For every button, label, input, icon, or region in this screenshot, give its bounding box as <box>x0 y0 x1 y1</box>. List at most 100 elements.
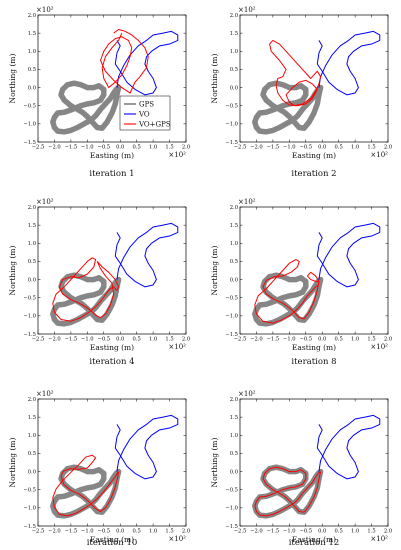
x-tick-label: 1.5 <box>367 337 375 343</box>
y-tick-label: 0.5 <box>28 67 36 73</box>
x-tick-label: −2.0 <box>250 145 263 151</box>
y-tick-label: 1.5 <box>230 31 238 37</box>
x-axis-label: Easting (m) <box>292 535 336 544</box>
series-vo-gps <box>52 454 120 517</box>
x-tick-label: −1.0 <box>81 337 94 343</box>
x-tick-label: 0.5 <box>133 337 141 343</box>
x-tick-label: 1.0 <box>351 529 359 535</box>
panel-5: −2.5 −2.0 −1.5 −1.0 −0.5 0.0 0.5 1.0 1.5 2.0−1.5−… <box>8 390 190 548</box>
x-tick-label: 1.0 <box>351 145 359 151</box>
y-tick-label: 0.0 <box>230 85 238 91</box>
x-tick-label: 1.5 <box>165 529 173 535</box>
x-tick-label: −1.0 <box>81 529 94 535</box>
x-tick-label: −0.5 <box>299 337 312 343</box>
y-tick-label: 1.5 <box>28 415 36 421</box>
x-tick-label: 1.5 <box>367 529 375 535</box>
panel-6: −2.5 −2.0 −1.5 −1.0 −0.5 0.0 0.5 1.0 1.5 2.0−1.5−… <box>210 390 392 548</box>
x-tick-label: 1.0 <box>149 145 157 151</box>
y-tick-label: −0.5 <box>23 296 36 302</box>
x-tick-label: −1.5 <box>65 529 78 535</box>
x-tick-label: 2.0 <box>182 337 190 343</box>
y-tick-label: 1.0 <box>230 49 238 55</box>
panel-4: −2.5 −2.0 −1.5 −1.0 −0.5 0.0 0.5 1.0 1.5 2.0−1.5−… <box>210 198 392 367</box>
legend: GPS VO VO+GPS <box>119 95 171 131</box>
x-tick-label: 0.5 <box>335 145 343 151</box>
y-axis-label: Northing (m) <box>8 245 17 295</box>
series-vo-gps <box>99 29 149 94</box>
panel-2: −2.5 −2.0 −1.5 −1.0 −0.5 0.0 0.5 1.0 1.5 2.0−1.5−… <box>210 6 392 179</box>
y-tick-label: 0.0 <box>230 469 238 475</box>
y-tick-label: −1.5 <box>23 332 36 338</box>
y-tick-label: −1.0 <box>225 122 238 128</box>
panel-caption: iteration 2 <box>291 169 336 179</box>
y-tick-label: 0.5 <box>230 67 238 73</box>
x-tick-label: 1.5 <box>165 337 173 343</box>
x-scale-factor: ×10² <box>168 151 186 159</box>
y-tick-label: 2.0 <box>28 205 36 211</box>
y-scale-factor: ×10² <box>238 390 256 398</box>
x-tick-label: −1.0 <box>283 145 296 151</box>
y-tick-label: −1.0 <box>225 314 238 320</box>
plot-frame <box>239 206 389 335</box>
y-tick-label: −1.5 <box>225 140 238 146</box>
plot-frame <box>37 206 187 335</box>
y-tick-label: 0.5 <box>28 259 36 265</box>
x-tick-label: −2.0 <box>48 337 61 343</box>
y-tick-label: 0.0 <box>28 85 36 91</box>
x-scale-factor: ×10² <box>370 343 388 351</box>
y-tick-label: −1.0 <box>23 506 36 512</box>
series-gps <box>252 272 324 327</box>
x-axis-label: Easting (m) <box>90 535 134 544</box>
y-tick-label: 0.0 <box>28 469 36 475</box>
series-group <box>50 222 179 327</box>
y-tick-label: 1.0 <box>230 241 238 247</box>
x-tick-label: −2.0 <box>250 529 263 535</box>
y-scale-factor: ×10² <box>36 198 54 206</box>
x-tick-label: −1.5 <box>267 529 280 535</box>
y-tick-label: 1.5 <box>230 415 238 421</box>
series-gps <box>252 80 324 135</box>
y-tick-label: 1.5 <box>28 31 36 37</box>
y-tick-label: 2.0 <box>28 397 36 403</box>
x-axis-label: Easting (m) <box>90 343 134 352</box>
x-tick-label: 2.0 <box>384 337 392 343</box>
y-axis-label: Northing (m) <box>8 53 17 103</box>
x-tick-label: −2.0 <box>48 145 61 151</box>
x-tick-label: −2.5 <box>32 145 45 151</box>
y-tick-label: 1.5 <box>230 223 238 229</box>
x-tick-label: −0.5 <box>97 337 110 343</box>
plot-frame <box>239 398 389 527</box>
series-vo <box>114 222 179 288</box>
y-tick-label: −0.5 <box>225 488 238 494</box>
y-tick-label: 0.5 <box>230 451 238 457</box>
x-tick-label: 1.5 <box>165 145 173 151</box>
y-axis-label: Northing (m) <box>210 53 219 103</box>
series-vo <box>316 222 381 288</box>
y-axis-label: Northing (m) <box>210 245 219 295</box>
x-tick-label: −2.5 <box>234 529 247 535</box>
y-tick-label: 0.0 <box>230 277 238 283</box>
panel-1: −2.5 −2.0 −1.5 −1.0 −0.5 0.0 0.5 1.0 1.5 2.0−1.5−… <box>8 6 190 179</box>
x-tick-label: −2.0 <box>48 529 61 535</box>
x-tick-label: 0.0 <box>116 337 124 343</box>
x-axis-label: Easting (m) <box>90 151 134 160</box>
x-scale-factor: ×10² <box>370 535 388 543</box>
panel-caption: iteration 10 <box>87 538 138 548</box>
series-group <box>252 414 381 519</box>
x-tick-label: 0.5 <box>335 529 343 535</box>
x-tick-label: 1.0 <box>149 337 157 343</box>
y-scale-factor: ×10² <box>36 6 54 14</box>
x-tick-label: 0.0 <box>318 337 326 343</box>
x-tick-label: 0.0 <box>116 145 124 151</box>
y-scale-factor: ×10² <box>238 6 256 14</box>
y-tick-label: −1.5 <box>225 524 238 530</box>
series-vo <box>114 30 179 96</box>
y-tick-label: −0.5 <box>23 488 36 494</box>
series-vo-gps <box>254 466 322 517</box>
x-scale-factor: ×10² <box>370 151 388 159</box>
y-tick-label: −0.5 <box>225 104 238 110</box>
x-tick-label: −0.5 <box>97 145 110 151</box>
x-tick-label: 0.5 <box>133 145 141 151</box>
series-group <box>50 414 179 519</box>
y-tick-label: 0.5 <box>28 451 36 457</box>
